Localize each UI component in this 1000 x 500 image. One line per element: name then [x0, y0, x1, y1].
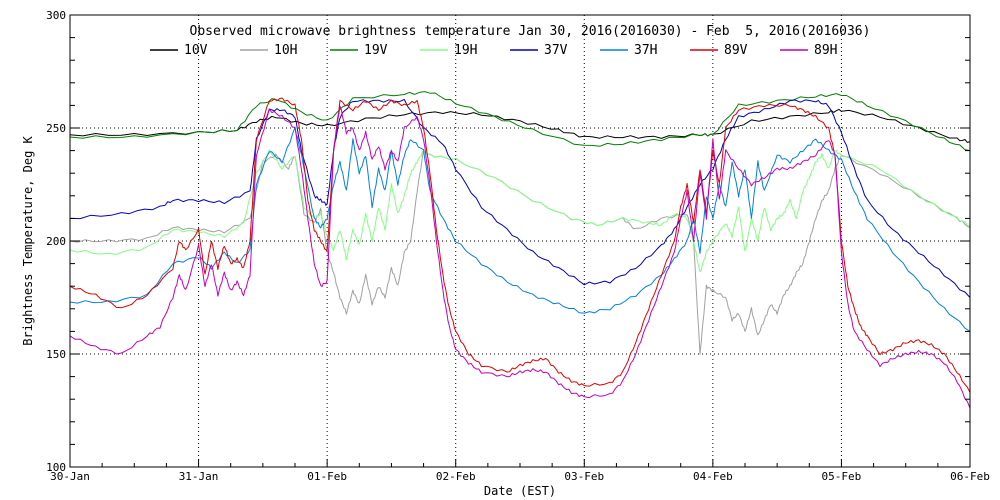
y-tick-label: 150 — [46, 348, 66, 361]
x-tick-label: 30-Jan — [50, 470, 90, 483]
legend-label-19h: 19H — [454, 43, 477, 58]
x-tick-label: 01-Feb — [307, 470, 347, 483]
chart-title: Observed microwave brightness temperatur… — [190, 24, 871, 39]
series-line-37v — [69, 99, 971, 298]
legend-label-37h: 37H — [634, 43, 657, 58]
series-line-10h — [69, 150, 971, 355]
x-tick-label: 03-Feb — [564, 470, 604, 483]
legend-label-89h: 89H — [814, 43, 837, 58]
y-axis-label: Brightness Temperature, Deg K — [21, 135, 35, 345]
series-line-89v — [69, 97, 971, 393]
y-tick-label: 200 — [46, 235, 66, 248]
legend-label-10v: 10V — [184, 43, 208, 58]
x-tick-label: 31-Jan — [179, 470, 219, 483]
series-line-89h — [69, 105, 971, 409]
x-axis-label: Date (EST) — [484, 484, 556, 498]
x-tick-label: 06-Feb — [950, 470, 990, 483]
series-line-37h — [69, 127, 971, 332]
y-tick-label: 300 — [46, 9, 66, 22]
legend-label-37v: 37V — [544, 43, 568, 58]
legend-label-89v: 89V — [724, 43, 748, 58]
x-tick-labels: 30-Jan 31-Jan 01-Feb 02-Feb 03-Feb 04-Feb 05-F… — [50, 470, 990, 483]
series-lines — [69, 91, 971, 409]
y-tick-labels: 100 150 200 250 300 — [46, 9, 66, 474]
x-tick-label: 05-Feb — [822, 470, 862, 483]
series-line-19v — [69, 91, 971, 152]
x-tick-label: 02-Feb — [436, 470, 476, 483]
y-tick-label: 250 — [46, 122, 66, 135]
tick-marks — [69, 14, 971, 468]
legend-label-10h: 10H — [274, 43, 297, 58]
legend-label-19v: 19V — [364, 43, 388, 58]
series-line-19h — [69, 149, 970, 272]
y-tick-label: 100 — [46, 461, 66, 474]
legend: 10V 10H 19V 19H 37V 37H 89V 89H — [150, 43, 837, 58]
x-tick-label: 04-Feb — [693, 470, 733, 483]
grid-lines — [70, 15, 970, 467]
